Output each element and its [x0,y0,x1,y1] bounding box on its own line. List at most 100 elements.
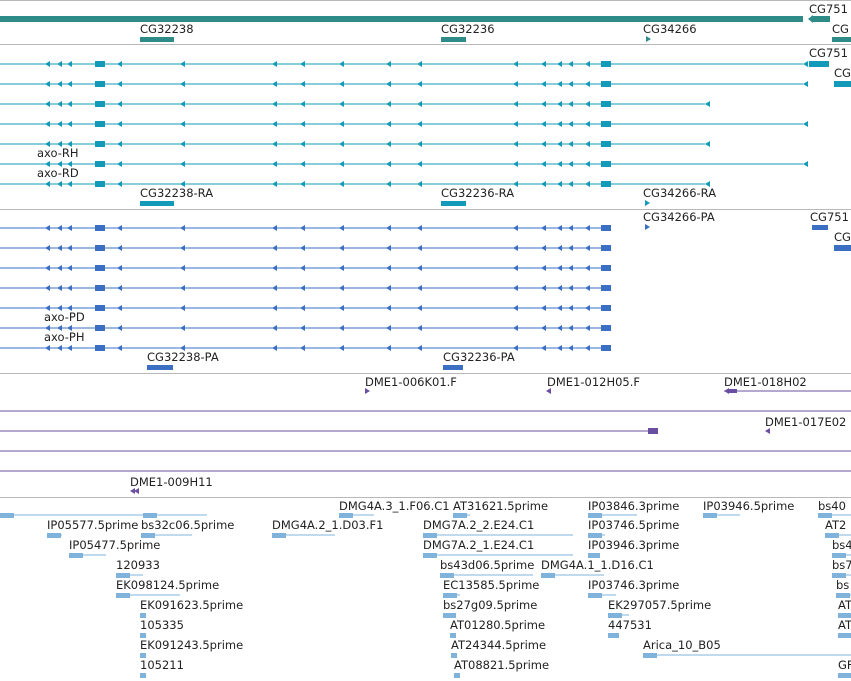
strand-arrow-left[interactable] [557,81,562,87]
est-label[interactable]: DMG7A.2_1.E24.C1 [423,538,535,552]
strand-arrow-left[interactable] [513,325,518,331]
strand-arrow-left[interactable] [557,121,562,127]
est-block[interactable] [838,633,851,638]
strand-arrow-left[interactable] [272,101,277,107]
strand-arrow-left[interactable] [45,61,50,67]
transcript-label[interactable]: axo-PD [44,310,85,324]
strand-arrow-left[interactable] [57,325,62,331]
strand-arrow-left[interactable] [272,61,277,67]
strand-arrow-left[interactable] [117,181,122,187]
exon-block[interactable] [601,81,611,87]
gene-label[interactable]: CG34266 [643,22,697,36]
strand-arrow-left[interactable] [585,141,590,147]
est-label[interactable]: IP03846.3prime [588,499,680,513]
est-block[interactable] [440,573,454,578]
exon-block[interactable] [601,345,611,351]
strand-arrow-left[interactable] [557,245,562,251]
transcript-label[interactable]: axo-RH [37,146,79,160]
est-block[interactable] [588,513,602,518]
strand-arrow-left[interactable] [541,305,546,311]
strand-arrow-left[interactable] [300,345,305,351]
strand-arrow-left[interactable] [272,121,277,127]
transcript-label[interactable]: CG32238-RA [140,186,214,200]
strand-arrow-left[interactable] [339,265,344,271]
strand-arrow-left[interactable] [272,265,277,271]
est-label[interactable]: EC13585.5prime [443,578,540,592]
est-block[interactable] [608,613,622,618]
strand-arrow-left[interactable] [513,61,518,67]
est-label[interactable]: 447531 [608,618,652,632]
strand-arrow-left[interactable] [57,121,62,127]
exon-block[interactable] [95,305,105,311]
exon-block[interactable] [601,225,611,231]
strand-arrow-left[interactable] [272,285,277,291]
exon-block[interactable] [601,181,611,187]
transcript-label[interactable]: CG32236-RA [441,186,515,200]
strand-arrow-left[interactable] [117,305,122,311]
est-label[interactable]: GF [838,658,851,672]
strand-arrow-left[interactable] [568,265,573,271]
strand-arrow-left[interactable] [386,225,391,231]
exon-block[interactable] [601,101,611,107]
strand-arrow-left[interactable] [180,265,185,271]
est-label[interactable]: AT [838,598,851,612]
clone-label[interactable]: DME1-017E02 [765,415,847,429]
strand-arrow-left[interactable] [546,388,551,394]
est-block[interactable] [838,673,851,678]
strand-arrow-left[interactable] [339,225,344,231]
strand-arrow-left[interactable] [180,141,185,147]
strand-arrow-left[interactable] [300,181,305,187]
strand-arrow-left[interactable] [568,225,573,231]
clone-label[interactable]: DME1-018H02 [724,375,807,389]
strand-arrow-left[interactable] [117,161,122,167]
transcript-label[interactable]: CG32238-PA [147,350,219,364]
exon-block[interactable] [601,141,611,147]
strand-arrow-left[interactable] [557,225,562,231]
gene-block[interactable] [832,37,851,42]
est-block[interactable] [423,553,437,558]
strand-arrow-left[interactable] [803,81,808,87]
est-label[interactable]: IP05577.5prime [47,518,139,532]
strand-arrow-left[interactable] [724,388,729,394]
strand-arrow-left[interactable] [57,225,62,231]
strand-arrow-left[interactable] [557,141,562,147]
strand-arrow-left[interactable] [513,265,518,271]
est-label[interactable]: AT08821.5prime [454,658,550,672]
strand-arrow-left[interactable] [180,285,185,291]
strand-arrow-left[interactable] [67,81,72,87]
strand-arrow-left[interactable] [513,305,518,311]
strand-arrow-left[interactable] [180,305,185,311]
strand-arrow-right[interactable] [645,224,650,230]
strand-arrow-left[interactable] [557,305,562,311]
strand-arrow-left[interactable] [57,101,62,107]
strand-arrow-left[interactable] [180,81,185,87]
exon-block[interactable] [95,325,105,331]
est-label[interactable]: EK091623.5prime [140,598,244,612]
strand-arrow-left[interactable] [541,101,546,107]
est-block[interactable] [339,513,353,518]
strand-arrow-left[interactable] [300,305,305,311]
strand-arrow-left[interactable] [45,181,50,187]
strand-arrow-left[interactable] [180,161,185,167]
strand-arrow-right[interactable] [645,200,650,206]
strand-arrow-left[interactable] [272,305,277,311]
exon-block[interactable] [147,365,173,370]
est-block[interactable] [703,513,717,518]
strand-arrow-left[interactable] [300,245,305,251]
strand-arrow-left[interactable] [386,181,391,187]
strand-arrow-left[interactable] [45,121,50,127]
est-block[interactable] [588,533,602,538]
strand-arrow-left[interactable] [513,285,518,291]
est-label[interactable]: EK098124.5prime [116,578,220,592]
est-label[interactable]: EK297057.5prime [608,598,712,612]
strand-arrow-left[interactable] [339,245,344,251]
strand-arrow-left[interactable] [765,428,770,434]
est-block[interactable] [140,613,146,618]
est-label[interactable]: DMG7A.2_2.E24.C1 [423,518,535,532]
exon-block[interactable] [441,201,466,206]
strand-arrow-left[interactable] [568,141,573,147]
strand-arrow-left[interactable] [130,488,135,494]
strand-arrow-left[interactable] [45,285,50,291]
strand-arrow-left[interactable] [117,265,122,271]
est-block[interactable] [451,653,457,658]
